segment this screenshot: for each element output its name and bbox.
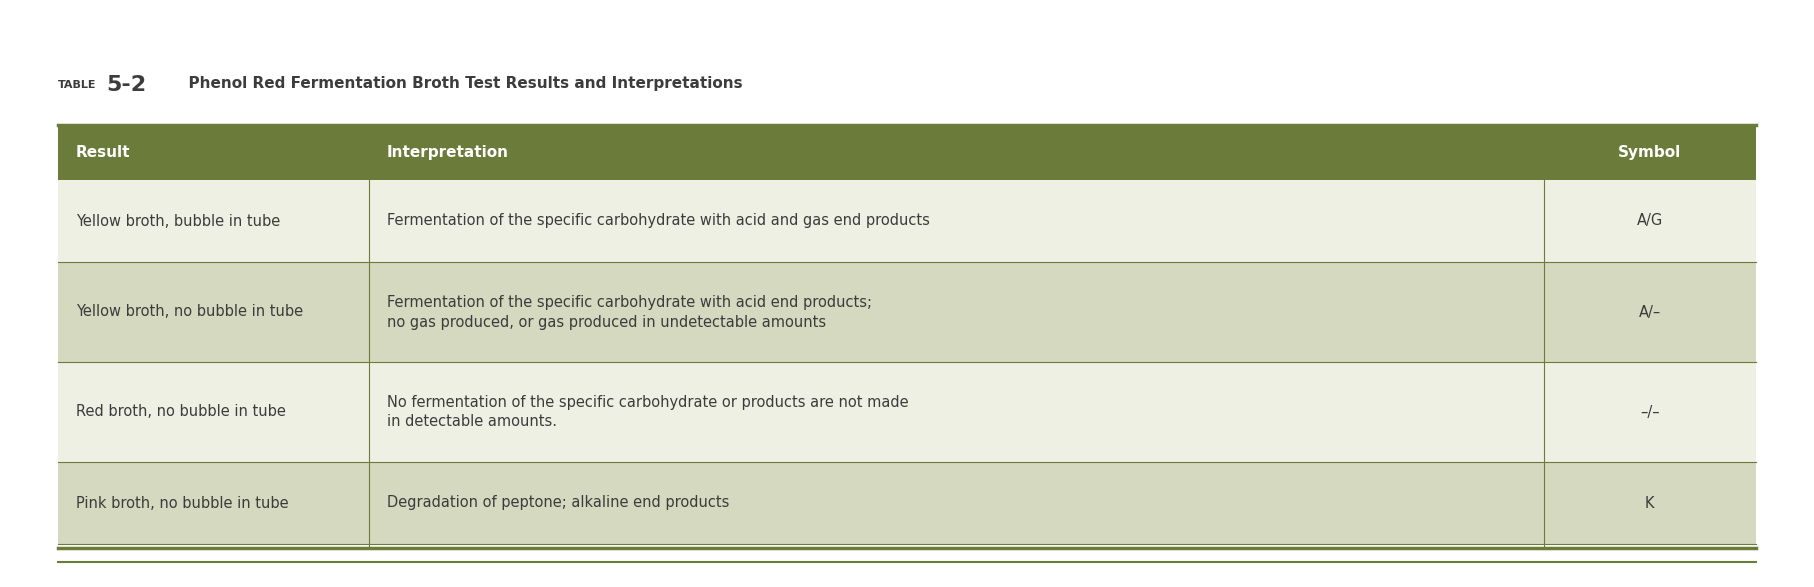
Text: No fermentation of the specific carbohydrate or products are not made: No fermentation of the specific carbohyd… [386, 394, 909, 410]
Bar [58, 262, 1756, 362]
Text: 5-2: 5-2 [105, 75, 147, 95]
Text: Result: Result [76, 145, 131, 160]
Text: –/–: –/– [1640, 404, 1660, 420]
Text: TABLE: TABLE [58, 80, 96, 90]
Text: in detectable amounts.: in detectable amounts. [386, 414, 557, 430]
Bar [58, 180, 1756, 262]
Text: no gas produced, or gas produced in undetectable amounts: no gas produced, or gas produced in unde… [386, 315, 825, 329]
Bar [58, 362, 1756, 462]
Text: K: K [1645, 495, 1654, 511]
Text: Yellow broth, bubble in tube: Yellow broth, bubble in tube [76, 214, 279, 228]
Text: Degradation of peptone; alkaline end products: Degradation of peptone; alkaline end pro… [386, 495, 729, 511]
Text: Phenol Red Fermentation Broth Test Results and Interpretations: Phenol Red Fermentation Broth Test Resul… [178, 76, 742, 91]
Text: A/G: A/G [1636, 214, 1663, 228]
Text: Fermentation of the specific carbohydrate with acid and gas end products: Fermentation of the specific carbohydrat… [386, 214, 929, 228]
Bar [58, 125, 1756, 180]
Text: Interpretation: Interpretation [386, 145, 508, 160]
Text: Fermentation of the specific carbohydrate with acid end products;: Fermentation of the specific carbohydrat… [386, 295, 873, 309]
Text: Pink broth, no bubble in tube: Pink broth, no bubble in tube [76, 495, 288, 511]
Text: Red broth, no bubble in tube: Red broth, no bubble in tube [76, 404, 287, 420]
Bar [58, 462, 1756, 544]
Text: A/–: A/– [1638, 305, 1662, 319]
Text: Symbol: Symbol [1618, 145, 1682, 160]
Text: Yellow broth, no bubble in tube: Yellow broth, no bubble in tube [76, 305, 303, 319]
